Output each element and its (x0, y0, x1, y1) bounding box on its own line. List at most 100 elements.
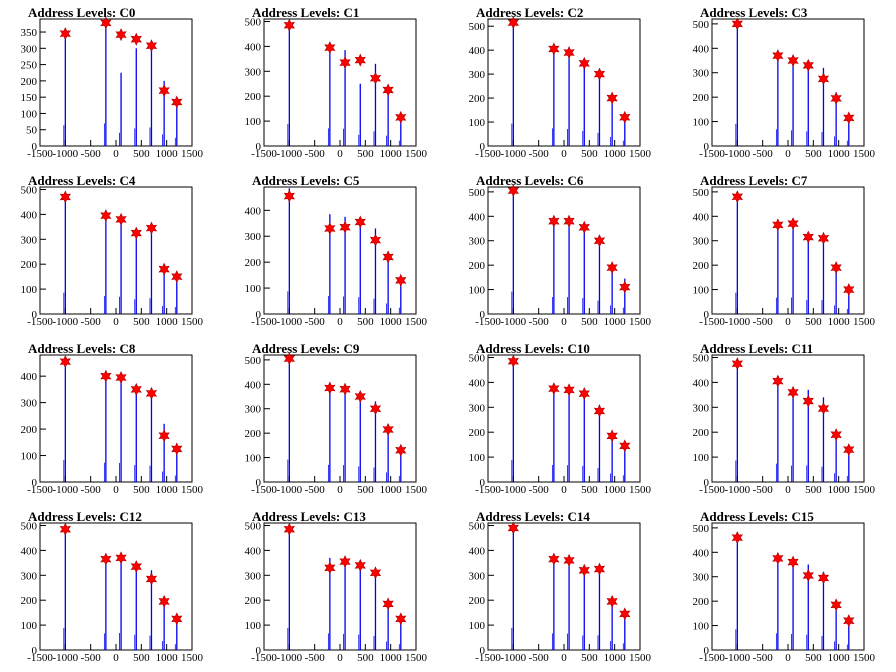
chart-title: Address Levels: C0 (28, 5, 136, 20)
x-tick-label: -1500 (27, 484, 53, 496)
y-tick-label: 100 (245, 283, 262, 295)
x-tick-label: 0 (337, 316, 343, 328)
x-tick-label: -1000 (52, 316, 78, 328)
x-tick-label: -1500 (251, 484, 277, 496)
y-tick-label: 0 (256, 309, 262, 321)
x-tick-label: 1500 (181, 148, 204, 160)
x-tick-label: 1000 (828, 652, 851, 664)
y-tick-label: 0 (480, 141, 486, 153)
star-marker (619, 110, 631, 124)
star-marker (115, 212, 127, 226)
y-tick-label: 500 (469, 21, 486, 33)
x-tick-label: 1000 (380, 148, 403, 160)
x-tick-label: 1000 (380, 316, 403, 328)
x-tick-label: 1500 (853, 148, 876, 160)
x-tick-label: 0 (337, 148, 343, 160)
star-marker (158, 84, 170, 98)
plot-frame (711, 186, 865, 315)
star-marker (593, 67, 606, 81)
x-tick-label: 1500 (853, 316, 876, 328)
y-tick-label: 200 (469, 260, 486, 272)
x-tick-label: -1500 (27, 652, 53, 664)
x-tick-label: -1000 (276, 652, 302, 664)
plot-frame (487, 186, 641, 315)
chart-panel: 0 100 200 300 400 500 -1500 -1000 -500 0 500 1000 15… (448, 336, 672, 504)
x-tick-label: -1500 (699, 148, 725, 160)
x-tick-label: -1500 (27, 148, 53, 160)
x-tick-label: 500 (133, 484, 150, 496)
chart-svg: 0 100 200 300 400 -1500 -1000 -500 0 500 1000 1500 (245, 186, 428, 328)
star-marker (339, 555, 351, 569)
star-marker (171, 612, 183, 626)
star-marker (59, 355, 71, 369)
star-marker (507, 16, 519, 30)
x-tick-label: 1500 (853, 484, 876, 496)
chart-svg: 0 100 200 300 400 500 -1500 -1000 -500 0 500 1000 15… (21, 520, 204, 664)
x-tick-label: -500 (753, 316, 774, 328)
x-tick-label: 0 (337, 652, 343, 664)
star-marker (324, 221, 336, 235)
star-marker (395, 612, 407, 626)
star-marker (369, 402, 382, 416)
x-tick-label: 1500 (405, 652, 428, 664)
y-tick-label: 500 (469, 520, 486, 532)
y-tick-label: 0 (480, 477, 486, 489)
x-tick-label: 1000 (604, 652, 627, 664)
x-tick-label: 1000 (828, 316, 851, 328)
y-tick-label: 0 (256, 477, 262, 489)
x-tick-label: 500 (805, 652, 822, 664)
y-tick-label: 0 (32, 309, 38, 321)
x-tick-label: 0 (561, 484, 567, 496)
chart-title: Address Levels: C8 (28, 341, 136, 356)
chart-title: Address Levels: C5 (252, 173, 360, 188)
y-tick-label: 500 (245, 355, 262, 367)
y-tick-label: 300 (21, 398, 38, 410)
y-tick-label: 400 (469, 45, 486, 57)
x-tick-label: 500 (357, 652, 374, 664)
star-marker (817, 402, 830, 416)
chart-panel: 0 100 200 300 400 500 -1500 -1000 -500 0 500 1000 15… (448, 0, 672, 168)
plot-frame (263, 354, 417, 483)
star-marker (145, 572, 158, 586)
y-tick-label: 0 (32, 645, 38, 657)
x-tick-label: -1500 (251, 316, 277, 328)
star-marker (787, 217, 799, 231)
x-tick-label: 1000 (380, 652, 403, 664)
chart-svg: 0 50 100 150 200 250 300 350 -1500 -1000 -500 0 500 1… (21, 16, 204, 160)
star-marker (283, 189, 295, 203)
y-tick-label: 400 (21, 545, 38, 557)
x-tick-label: 0 (561, 316, 567, 328)
y-tick-label: 300 (245, 231, 262, 243)
y-tick-label: 400 (245, 545, 262, 557)
x-tick-label: 0 (785, 316, 791, 328)
star-marker (130, 226, 142, 240)
y-tick-label: 100 (245, 453, 262, 465)
x-tick-label: -1000 (276, 316, 302, 328)
y-tick-label: 500 (21, 184, 38, 196)
plot-frame (39, 186, 193, 315)
star-marker (171, 442, 183, 456)
star-marker (548, 382, 560, 396)
star-marker (548, 552, 560, 566)
x-tick-label: -1500 (475, 652, 501, 664)
y-tick-label: 400 (21, 209, 38, 221)
star-marker (787, 385, 799, 399)
chart-svg: 0 100 200 300 400 500 -1500 -1000 -500 0 500 1000 15… (693, 352, 876, 496)
x-tick-label: 0 (113, 484, 119, 496)
star-marker (100, 16, 112, 30)
x-tick-label: 1500 (629, 148, 652, 160)
y-tick-label: 500 (21, 520, 38, 532)
star-marker (158, 429, 170, 443)
x-tick-label: 500 (357, 148, 374, 160)
y-tick-label: 100 (21, 620, 38, 632)
x-tick-label: 500 (133, 148, 150, 160)
x-tick-label: -1000 (724, 652, 750, 664)
x-tick-label: -1500 (475, 316, 501, 328)
plot-frame (711, 522, 865, 651)
y-tick-label: 100 (21, 451, 38, 463)
x-tick-label: 1000 (828, 148, 851, 160)
y-tick-label: 100 (245, 620, 262, 632)
chart-svg: 0 100 200 300 400 500 -1500 -1000 -500 0 500 1000 15… (469, 520, 652, 664)
chart-svg: 0 100 200 300 400 500 -1500 -1000 -500 0 500 1000 15… (245, 352, 428, 496)
